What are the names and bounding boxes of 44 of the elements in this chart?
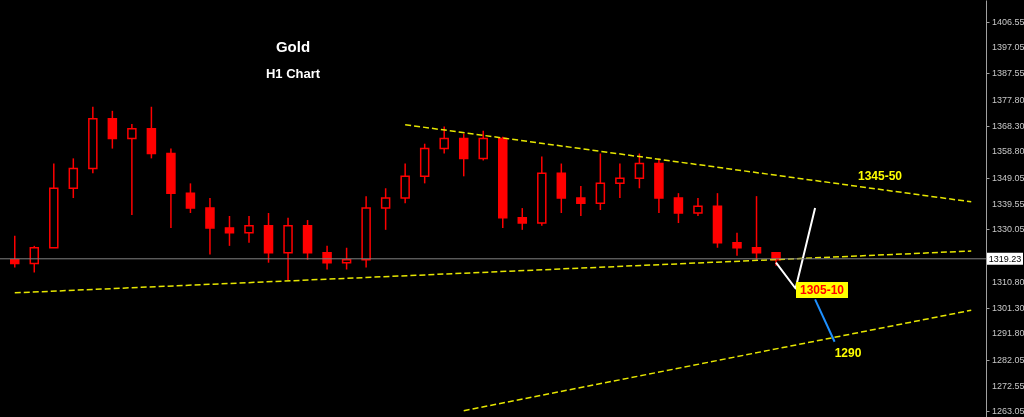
candlestick — [673, 192, 684, 224]
y-tick-label: 1406.55 — [992, 16, 1024, 27]
candlestick — [732, 232, 742, 257]
y-tick-label: 1397.05 — [992, 42, 1024, 53]
candlestick — [322, 245, 332, 271]
y-tick-label: 1349.05 — [992, 172, 1024, 183]
candlestick — [107, 110, 118, 150]
candlestick — [751, 195, 762, 261]
y-tick-label: 1272.55 — [992, 380, 1024, 391]
y-tick-label: 1330.05 — [992, 224, 1024, 235]
ref-line-label: 1319.23 — [988, 253, 1022, 264]
candlestick — [595, 152, 606, 211]
y-tick-label: 1368.30 — [992, 120, 1024, 131]
y-tick-label: 1377.80 — [992, 94, 1024, 105]
candlestick — [439, 125, 449, 155]
candlestick — [127, 123, 137, 216]
candlestick — [576, 185, 586, 217]
candlestick — [205, 197, 215, 256]
y-tick-label: 1310.80 — [992, 276, 1024, 287]
candlestick — [634, 152, 645, 190]
candlestick — [185, 182, 196, 214]
candlestick — [517, 207, 528, 231]
y-tick-label: 1282.05 — [992, 354, 1024, 365]
candlestick — [224, 215, 235, 247]
y-tick-label: 1263.05 — [992, 406, 1024, 417]
annotation: 1305-10 — [799, 283, 845, 297]
candlestick — [380, 187, 391, 231]
candlestick — [341, 247, 352, 271]
y-tick-label: 1387.55 — [992, 68, 1024, 79]
y-tick-label: 1339.55 — [992, 198, 1024, 209]
annotation: 1345-50 — [857, 169, 903, 183]
candlestick — [615, 162, 625, 199]
text: Gold — [275, 38, 311, 55]
y-tick-label: 1301.30 — [992, 302, 1024, 313]
candlestick — [458, 132, 469, 178]
y-tick-label: 1291.80 — [992, 328, 1024, 339]
y-tick-label: 1358.80 — [992, 146, 1024, 157]
candlestick — [68, 157, 79, 199]
candlestick — [10, 235, 20, 269]
candlestick — [400, 162, 410, 204]
candlestick — [478, 129, 488, 162]
text: H1 Chart — [265, 66, 321, 81]
annotation: 1290 — [834, 346, 862, 360]
candlestick — [244, 215, 254, 244]
